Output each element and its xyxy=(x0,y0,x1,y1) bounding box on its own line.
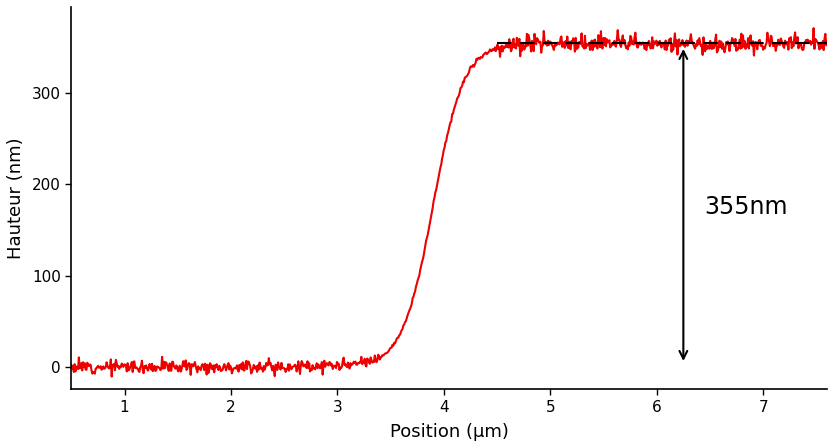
Y-axis label: Hauteur (nm): Hauteur (nm) xyxy=(7,138,25,259)
X-axis label: Position (μm): Position (μm) xyxy=(389,423,509,441)
Text: 355nm: 355nm xyxy=(705,195,788,219)
